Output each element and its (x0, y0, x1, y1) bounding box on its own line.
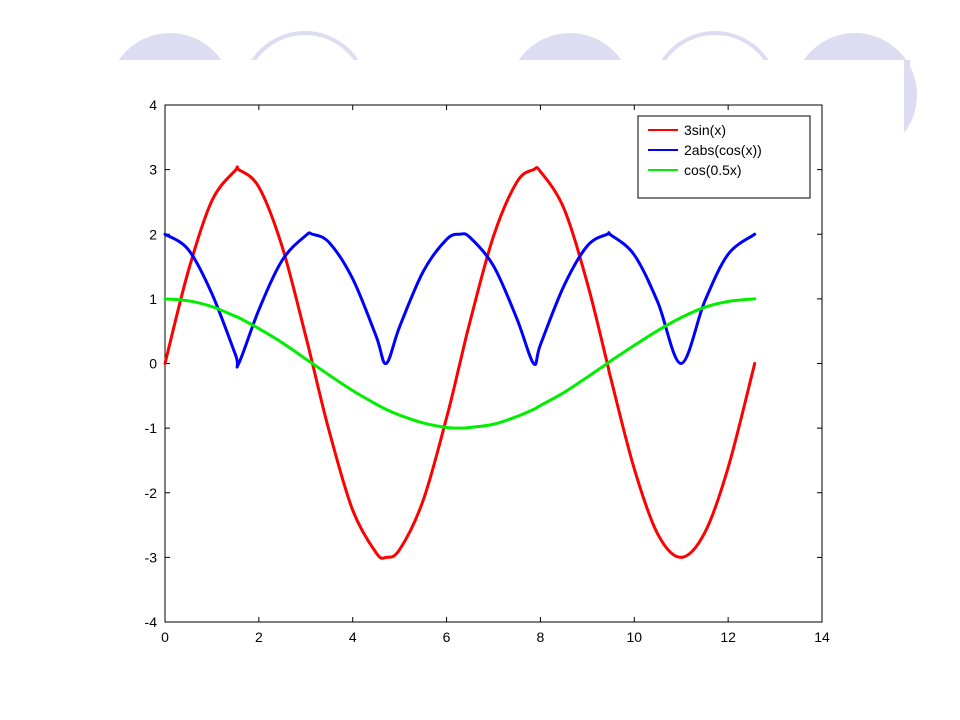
legend-label-1: 2abs(cos(x)) (684, 142, 762, 158)
series-line-0 (163, 165, 757, 560)
y-tick-label: 1 (149, 291, 157, 307)
legend: 3sin(x) 2abs(cos(x)) cos(0.5x) (637, 115, 811, 199)
x-tick-label: 2 (255, 629, 263, 645)
x-axis: 0 2 4 6 8 10 12 14 (161, 105, 830, 645)
y-tick-label: 3 (149, 162, 157, 178)
y-tick-label: -1 (145, 420, 158, 436)
y-tick-label: -3 (145, 549, 158, 565)
x-tick-label: 14 (814, 629, 830, 645)
x-tick-label: 6 (443, 629, 451, 645)
y-tick-label: 4 (149, 97, 157, 113)
x-tick-label: 0 (161, 629, 169, 645)
series-line-2 (163, 297, 757, 430)
series-lines (163, 165, 757, 560)
x-tick-label: 8 (537, 629, 545, 645)
x-tick-label: 10 (626, 629, 642, 645)
decoration-right-edge (904, 60, 910, 120)
y-tick-label: -2 (145, 485, 158, 501)
series-line-1 (163, 231, 757, 369)
legend-label-0: 3sin(x) (684, 122, 726, 138)
y-tick-label: 0 (149, 356, 157, 372)
x-tick-label: 4 (349, 629, 357, 645)
x-tick-label: 12 (720, 629, 736, 645)
y-axis: -4 -3 -2 -1 0 1 2 3 4 (145, 97, 822, 630)
y-tick-label: 2 (149, 226, 157, 242)
y-tick-label: -4 (145, 614, 158, 630)
legend-label-2: cos(0.5x) (684, 162, 742, 178)
